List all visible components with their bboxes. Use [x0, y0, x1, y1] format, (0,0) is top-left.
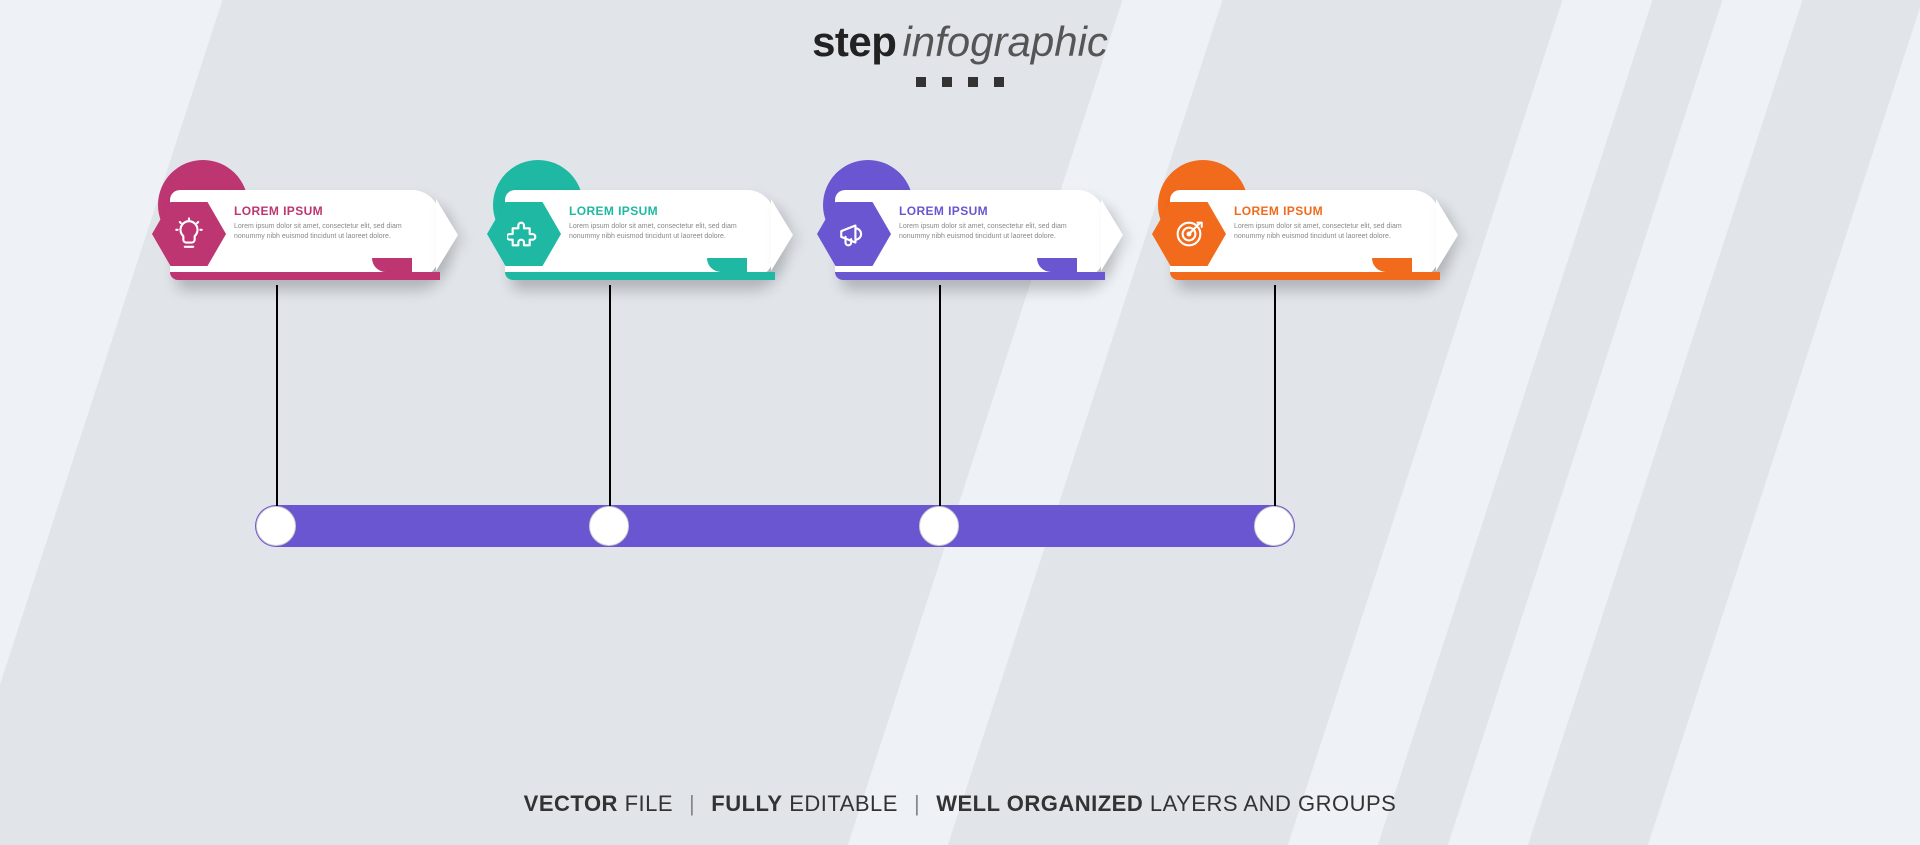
footer-text: EDITABLE	[783, 791, 898, 816]
step-title: LOREM IPSUM	[1234, 204, 1426, 218]
step-body: Lorem ipsum dolor sit amet, consectetur …	[234, 222, 426, 242]
step-accent	[505, 272, 775, 280]
connector	[1274, 285, 1276, 515]
footer-bold: FULLY	[711, 791, 782, 816]
timeline-bar	[255, 505, 1295, 547]
title-italic: infographic	[902, 18, 1107, 65]
connector	[276, 285, 278, 515]
step-accent	[835, 272, 1105, 280]
footer-text: LAYERS AND GROUPS	[1143, 791, 1396, 816]
header-dot	[968, 77, 978, 87]
timeline-node	[919, 506, 959, 546]
step-body: Lorem ipsum dolor sit amet, consectetur …	[569, 222, 761, 242]
footer-bold: WELL ORGANIZED	[936, 791, 1143, 816]
megaphone-icon	[817, 202, 891, 266]
header-dots	[0, 74, 1920, 92]
timeline-node	[589, 506, 629, 546]
title-bold: step	[812, 18, 896, 65]
step-title: LOREM IPSUM	[569, 204, 761, 218]
step-accent-notch	[1037, 258, 1077, 272]
header-dot	[916, 77, 926, 87]
lightbulb-icon	[152, 202, 226, 266]
connector	[939, 285, 941, 515]
step-accent-notch	[372, 258, 412, 272]
header: stepinfographic	[0, 18, 1920, 92]
infographic-stage: stepinfographic LOREM IPSUM Lorem ipsum d…	[0, 0, 1920, 845]
footer-sep: |	[914, 791, 920, 816]
step-accent	[1170, 272, 1440, 280]
footer: VECTOR FILE | FULLY EDITABLE | WELL ORGANIZE…	[0, 791, 1920, 817]
step-accent-notch	[707, 258, 747, 272]
step-body: Lorem ipsum dolor sit amet, consectetur …	[1234, 222, 1426, 242]
footer-text: FILE	[618, 791, 673, 816]
target-icon	[1152, 202, 1226, 266]
footer-bold: VECTOR	[524, 791, 618, 816]
step-accent	[170, 272, 440, 280]
timeline-node	[256, 506, 296, 546]
connector	[609, 285, 611, 515]
footer-sep: |	[689, 791, 695, 816]
timeline-node	[1254, 506, 1294, 546]
step-body: Lorem ipsum dolor sit amet, consectetur …	[899, 222, 1091, 242]
header-dot	[942, 77, 952, 87]
puzzle-icon	[487, 202, 561, 266]
step-accent-notch	[1372, 258, 1412, 272]
step-title: LOREM IPSUM	[234, 204, 426, 218]
step-title: LOREM IPSUM	[899, 204, 1091, 218]
header-dot	[994, 77, 1004, 87]
